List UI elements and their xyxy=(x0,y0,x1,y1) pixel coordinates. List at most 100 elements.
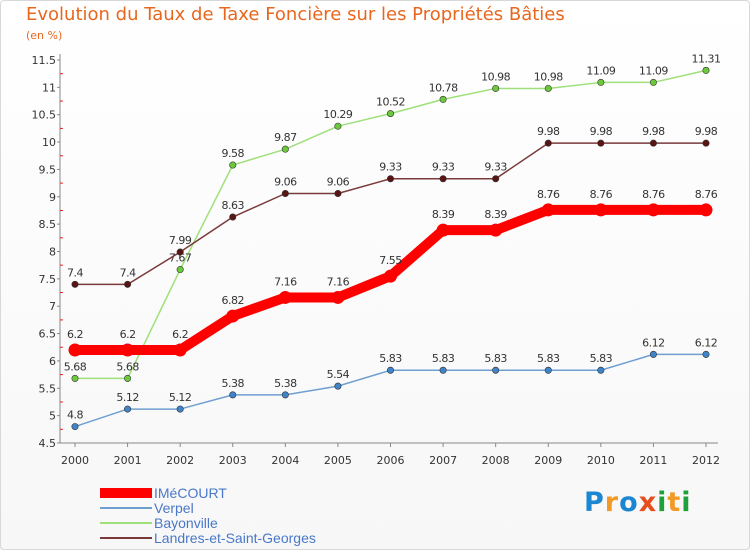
data-point-bayonville xyxy=(649,78,657,86)
y-tick-label: 5.5 xyxy=(39,382,57,395)
data-point-verpel xyxy=(71,423,79,431)
legend: IMéCOURT Verpel Bayonville Landres-et-Saint… xyxy=(100,485,316,546)
data-point-bayonville xyxy=(597,78,605,86)
legend-item-imecourt: IMéCOURT xyxy=(100,485,316,501)
data-point-imecourt xyxy=(121,343,135,357)
data-label-landres-et-saint-georges: 9.33 xyxy=(484,161,507,174)
data-point-verpel xyxy=(229,391,237,399)
data-label-bayonville: 9.87 xyxy=(274,131,297,144)
logo-letter: t xyxy=(667,487,682,518)
data-point-landres-et-saint-georges xyxy=(281,190,289,198)
x-tick-label: 2002 xyxy=(166,454,194,467)
data-point-landres-et-saint-georges xyxy=(702,139,710,147)
data-label-landres-et-saint-georges: 9.98 xyxy=(537,125,560,138)
data-point-imecourt xyxy=(226,309,240,323)
logo-letter: r xyxy=(604,487,620,518)
legend-swatch xyxy=(100,487,152,498)
legend-label: Verpel xyxy=(154,499,194,516)
data-point-imecourt xyxy=(331,290,345,304)
data-label-landres-et-saint-georges: 7.4 xyxy=(120,266,136,279)
data-point-imecourt xyxy=(384,269,397,283)
data-point-landres-et-saint-georges xyxy=(176,248,184,256)
y-tick-label: 9 xyxy=(49,191,56,204)
y-tick-label: 8.5 xyxy=(39,218,57,231)
data-label-verpel: 5.38 xyxy=(274,377,297,390)
data-label-landres-et-saint-georges: 9.33 xyxy=(432,161,455,174)
legend-item-bayonville: Bayonville xyxy=(100,515,316,531)
logo-letter: o xyxy=(619,487,639,518)
data-label-bayonville: 10.98 xyxy=(481,70,510,83)
x-tick-label: 2009 xyxy=(534,454,562,467)
data-label-bayonville: 10.78 xyxy=(429,81,458,94)
data-label-landres-et-saint-georges: 9.98 xyxy=(642,125,665,138)
data-label-verpel: 6.12 xyxy=(695,336,718,349)
data-point-bayonville xyxy=(281,145,289,153)
x-tick-label: 2007 xyxy=(429,454,457,467)
y-tick-label: 11.5 xyxy=(32,54,57,67)
data-point-verpel xyxy=(439,366,447,374)
data-point-verpel xyxy=(544,366,552,374)
x-tick-label: 2006 xyxy=(377,454,405,467)
x-tick-label: 2004 xyxy=(271,454,299,467)
data-label-verpel: 4.8 xyxy=(67,409,83,422)
y-tick-label: 4.5 xyxy=(39,437,57,450)
chart-subtitle: (en %) xyxy=(26,29,63,42)
data-point-verpel xyxy=(176,405,184,413)
data-label-imecourt: 7.55 xyxy=(379,254,402,267)
data-label-imecourt: 8.39 xyxy=(432,208,455,221)
y-tick-label: 9.5 xyxy=(39,163,57,176)
y-tick-label: 11 xyxy=(42,81,56,94)
logo-letter: x xyxy=(638,487,658,518)
chart-title: Evolution du Taux de Taxe Foncière sur l… xyxy=(26,4,565,25)
data-label-verpel: 5.83 xyxy=(432,352,455,365)
data-label-bayonville: 9.58 xyxy=(222,147,245,160)
x-tick-label: 2010 xyxy=(587,454,615,467)
data-label-landres-et-saint-georges: 9.06 xyxy=(327,176,350,189)
data-point-imecourt xyxy=(541,203,555,217)
data-point-landres-et-saint-georges xyxy=(124,280,132,288)
data-point-verpel xyxy=(281,391,289,399)
data-point-imecourt xyxy=(699,203,713,217)
data-label-bayonville: 10.52 xyxy=(376,96,405,109)
data-point-imecourt xyxy=(594,203,608,217)
legend-swatch xyxy=(100,506,152,509)
x-tick-label: 2003 xyxy=(219,454,247,467)
data-label-bayonville: 5.68 xyxy=(64,360,87,373)
x-tick-label: 2011 xyxy=(639,454,667,467)
data-label-bayonville: 11.09 xyxy=(586,64,615,77)
data-label-imecourt: 8.76 xyxy=(642,188,665,201)
data-label-landres-et-saint-georges: 9.98 xyxy=(590,125,613,138)
data-point-bayonville xyxy=(439,95,447,103)
data-point-verpel xyxy=(649,350,657,358)
data-label-imecourt: 6.2 xyxy=(67,328,83,341)
data-label-bayonville: 11.31 xyxy=(692,52,721,65)
data-label-imecourt: 7.16 xyxy=(274,275,297,288)
legend-item-verpel: Verpel xyxy=(100,499,316,516)
data-point-bayonville xyxy=(71,374,79,382)
data-point-bayonville xyxy=(229,161,237,169)
y-tick-label: 5 xyxy=(49,410,56,423)
data-point-imecourt xyxy=(173,343,187,357)
legend-swatch xyxy=(100,536,152,539)
data-label-verpel: 5.38 xyxy=(222,377,245,390)
data-point-bayonville xyxy=(492,84,500,92)
data-label-imecourt: 7.16 xyxy=(327,275,350,288)
data-label-verpel: 5.12 xyxy=(116,391,139,404)
legend-swatch xyxy=(100,521,152,524)
data-label-verpel: 6.12 xyxy=(642,336,665,349)
logo-letter: P xyxy=(584,487,605,518)
data-point-imecourt xyxy=(489,223,503,237)
x-tick-label: 2000 xyxy=(61,454,89,467)
data-point-imecourt xyxy=(68,343,82,357)
data-label-imecourt: 6.82 xyxy=(222,294,245,307)
data-label-bayonville: 5.68 xyxy=(116,360,139,373)
data-point-imecourt xyxy=(646,203,660,217)
proxiti-logo: Proxiti xyxy=(584,487,692,518)
legend-item-landres-et-saint-georges: Landres-et-Saint-Georges xyxy=(100,530,316,546)
data-point-verpel xyxy=(124,405,132,413)
data-point-landres-et-saint-georges xyxy=(71,280,79,288)
y-tick-label: 7 xyxy=(49,300,56,313)
data-label-verpel: 5.83 xyxy=(379,352,402,365)
data-point-landres-et-saint-georges xyxy=(544,139,552,147)
y-tick-label: 7.5 xyxy=(39,273,57,286)
